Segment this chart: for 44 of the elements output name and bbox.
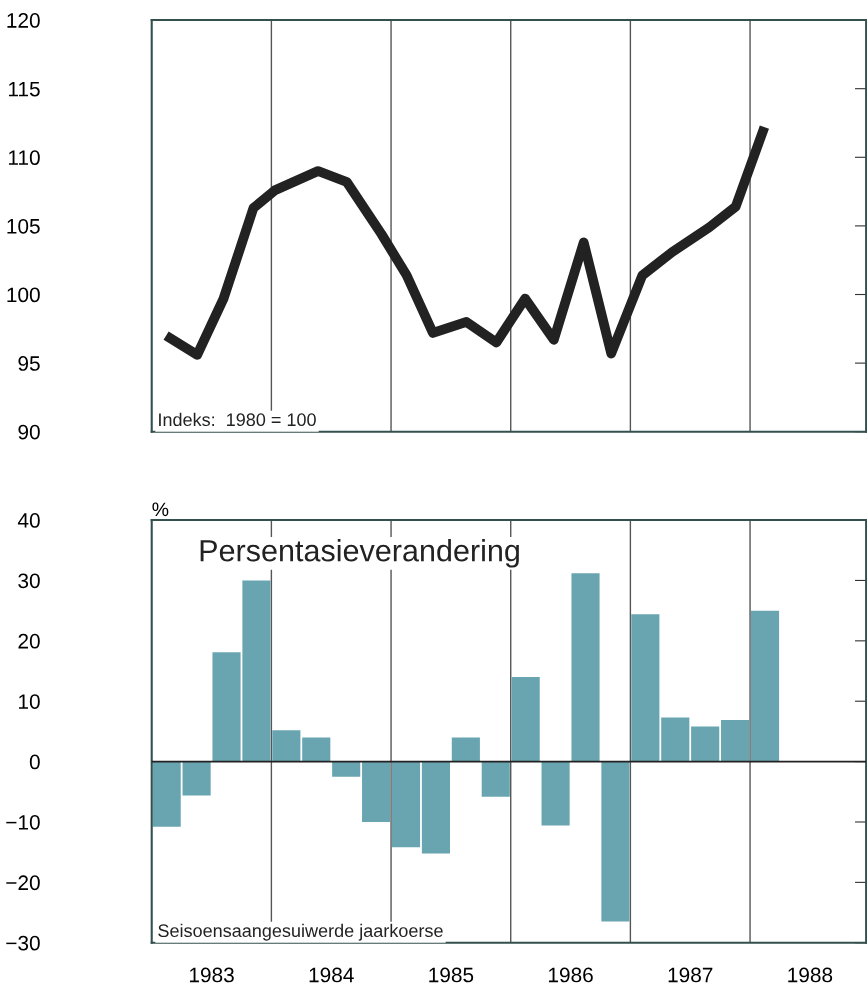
bar — [182, 761, 211, 796]
annotation: Seisoensaangesuiwerde jaarkoerse — [158, 923, 443, 941]
y-tick-label: 90 — [18, 424, 40, 440]
bar — [511, 677, 540, 762]
x-tick-label: 1984 — [309, 967, 354, 983]
y-tick-label: −20 — [6, 875, 40, 891]
x-tick-label: 1988 — [788, 967, 833, 983]
y-tick-label: 105 — [7, 218, 40, 234]
x-tick-label: 1986 — [548, 967, 593, 983]
bar — [302, 737, 331, 762]
bar — [691, 726, 720, 762]
bar — [631, 614, 660, 762]
y-axis-title: % — [152, 502, 169, 517]
y-tick-label: −10 — [6, 814, 40, 830]
bar — [601, 761, 630, 922]
bar — [541, 761, 570, 826]
bar — [571, 573, 600, 762]
bar — [332, 761, 361, 777]
y-tick-label: 110 — [8, 150, 40, 166]
y-tick-label: 100 — [7, 287, 40, 303]
bar — [391, 761, 421, 848]
y-tick-label: 115 — [8, 81, 40, 97]
y-tick-label: 30 — [18, 573, 40, 589]
bar — [421, 761, 450, 854]
bar — [481, 761, 510, 797]
y-tick-label: 40 — [17, 513, 40, 528]
annotation: Persentasieverandering — [200, 539, 519, 568]
x-tick-label: 1987 — [668, 967, 713, 983]
bar — [362, 761, 391, 822]
y-tick-label: 10 — [19, 694, 40, 709]
y-tick-label: 95 — [18, 356, 40, 371]
bar — [721, 719, 750, 762]
bar — [451, 737, 480, 762]
y-tick-label: 20 — [18, 633, 40, 649]
bar — [661, 717, 690, 762]
bar — [750, 610, 780, 762]
y-tick-label: 120 — [7, 13, 40, 28]
x-tick-label: 1983 — [189, 967, 234, 983]
bar — [152, 761, 181, 827]
annotation: Indeks: 1980 = 100 — [159, 412, 316, 427]
y-tick-label: −30 — [6, 935, 40, 951]
x-tick-label: 1985 — [429, 967, 474, 983]
bar — [272, 730, 301, 762]
y-tick-label: 0 — [29, 754, 40, 770]
